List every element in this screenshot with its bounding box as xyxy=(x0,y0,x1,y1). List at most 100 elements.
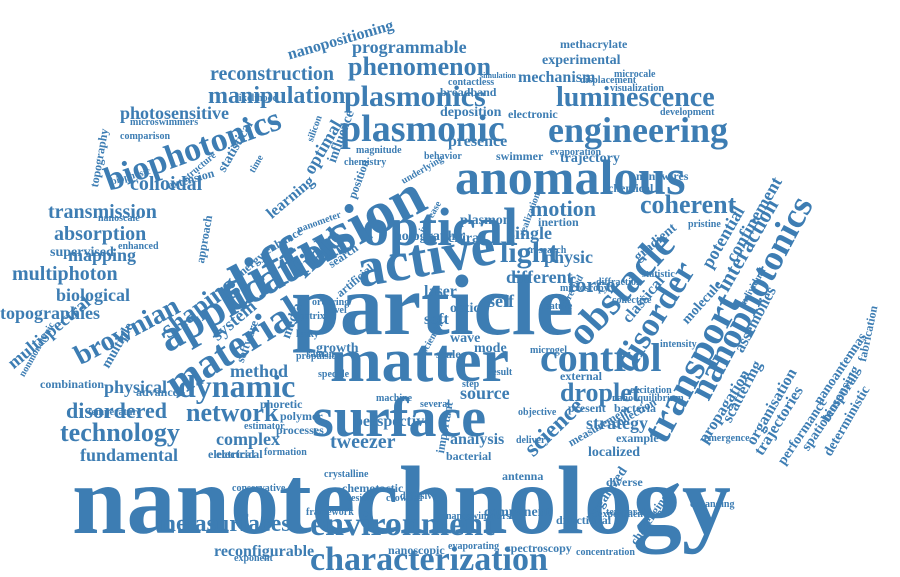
cloud-word: present xyxy=(568,401,606,415)
cloud-word: processes xyxy=(276,423,324,437)
cloud-word: growth xyxy=(316,341,359,356)
cloud-word: scale xyxy=(436,347,461,361)
cloud-word: laser xyxy=(424,283,457,300)
cloud-word: nanoswimmers xyxy=(446,511,511,522)
cloud-word: microcale xyxy=(614,69,656,80)
cloud-word: bacteria xyxy=(614,401,656,415)
cloud-word: matrix xyxy=(296,311,325,322)
cloud-word: bacterial xyxy=(446,449,492,463)
cloud-word: methacrylate xyxy=(560,37,628,51)
cloud-word: mapping xyxy=(68,245,137,265)
cloud-word: reconstruction xyxy=(210,63,335,85)
cloud-word: contactless xyxy=(448,77,495,88)
cloud-word: excitation xyxy=(630,385,672,396)
cloud-word: physic xyxy=(544,247,594,267)
cloud-word: control xyxy=(540,335,662,380)
cloud-word: chemistry xyxy=(344,157,387,168)
cloud-word: inertion xyxy=(538,215,579,229)
cloud-word: advanced xyxy=(136,385,185,399)
cloud-word: absorption xyxy=(54,223,147,245)
cloud-word: localized xyxy=(588,445,641,460)
cloud-word: external xyxy=(560,369,602,383)
cloud-word: plasmonics xyxy=(344,80,486,113)
cloud-word: method xyxy=(230,361,288,381)
cloud-word: mechanism xyxy=(518,69,596,86)
cloud-word: machine xyxy=(376,393,413,404)
cloud-word: microscopy xyxy=(560,283,609,294)
cloud-word: collective xyxy=(612,295,652,306)
cloud-word: evaporation xyxy=(550,147,602,158)
cloud-word: broadband xyxy=(440,85,497,99)
cloud-word: emergence xyxy=(704,433,750,444)
cloud-word: soft xyxy=(424,311,449,328)
cloud-word: complex xyxy=(216,429,280,449)
cloud-word: disordered xyxy=(66,398,168,423)
cloud-word: novel xyxy=(324,305,347,316)
cloud-word: visualization xyxy=(610,83,664,94)
cloud-word: multiphoton xyxy=(12,263,118,285)
cloud-word: estimator xyxy=(244,421,285,432)
cloud-word: polymer xyxy=(280,409,323,423)
cloud-word: step xyxy=(462,379,480,390)
cloud-word: colloidal xyxy=(130,173,203,195)
cloud-word: raman xyxy=(306,349,335,360)
cloud-word: dynamic xyxy=(178,368,296,404)
cloud-word: light xyxy=(500,236,559,269)
cloud-word: microswimmers xyxy=(130,117,199,128)
cloud-word: magnitude xyxy=(356,145,402,156)
cloud-word: experiment xyxy=(598,509,647,520)
cloud-word: formation xyxy=(264,447,307,458)
cloud-word: luminescence xyxy=(556,82,715,113)
cloud-word: different xyxy=(506,267,573,287)
cloud-word: temporal xyxy=(606,507,645,518)
cloud-word: diffraction xyxy=(596,277,642,288)
cloud-word: characterization xyxy=(310,541,548,577)
cloud-word: engineering xyxy=(548,110,728,150)
cloud-word: force xyxy=(568,272,616,297)
cloud-word: wave xyxy=(450,331,481,346)
cloud-word: evaporating xyxy=(448,541,500,552)
cloud-word: component xyxy=(484,505,551,520)
cloud-word: electronic xyxy=(508,107,558,121)
cloud-word: anomalous xyxy=(455,149,686,205)
cloud-word: coherent xyxy=(640,190,737,219)
cloud-word: optic xyxy=(450,301,480,316)
cloud-word: topographies xyxy=(0,303,101,323)
cloud-word: combination xyxy=(40,377,105,391)
cloud-word: source xyxy=(460,383,510,403)
cloud-word: approach xyxy=(193,214,216,265)
cloud-word: network xyxy=(186,398,279,427)
cloud-word: reconfigurable xyxy=(214,543,315,560)
cloud-word: particle xyxy=(292,257,574,353)
cloud-word: supervised xyxy=(50,245,114,260)
cloud-word: strategy xyxy=(586,413,648,433)
cloud-word: phoretic xyxy=(260,397,303,411)
cloud-word: expanding xyxy=(690,499,735,510)
cloud-word: tweezer xyxy=(330,431,396,453)
cloud-word: exponent xyxy=(234,553,273,564)
cloud-word: directional xyxy=(556,513,612,527)
cloud-word: presence xyxy=(448,133,508,150)
cloud-word: nanoequilibrium xyxy=(612,393,684,404)
cloud-word: technology xyxy=(60,418,180,447)
cloud-word: mode xyxy=(474,341,507,356)
cloud-word: enhanced xyxy=(118,241,159,252)
cloud-word: perspective xyxy=(354,413,432,430)
cloud-word: chemical xyxy=(608,181,654,195)
cloud-word: manipulation xyxy=(208,83,346,109)
cloud-word: holographic xyxy=(394,229,466,244)
cloud-word: antenna xyxy=(502,469,544,483)
cloud-word: leaky xyxy=(296,329,319,340)
cloud-word: pristine xyxy=(688,219,721,230)
cloud-word: electrical xyxy=(208,447,255,461)
cloud-word: several xyxy=(420,399,450,410)
cloud-word: experimental xyxy=(542,53,621,68)
cloud-word: metasurfaces xyxy=(156,511,291,537)
cloud-word: single xyxy=(508,223,553,243)
cloud-word: development xyxy=(660,107,715,118)
cloud-word: delivery xyxy=(516,435,551,446)
cloud-word: result xyxy=(488,367,513,378)
cloud-word: objective xyxy=(518,407,557,418)
cloud-word: example xyxy=(616,431,659,445)
